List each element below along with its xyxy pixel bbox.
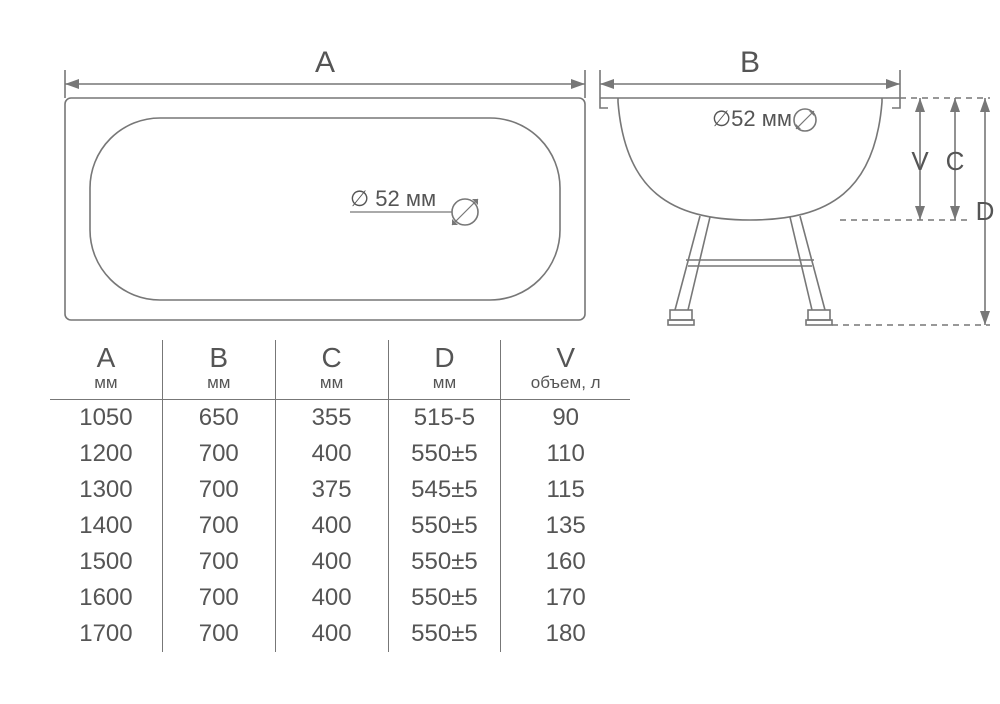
table-cell: 400 [276,436,389,472]
table-cell: 700 [163,472,276,508]
table-row: 1600700400550±5170 [50,580,630,616]
table-cell: 515-5 [389,400,502,436]
table-cell: 400 [276,580,389,616]
diameter-label-side: ∅52 мм [712,106,792,131]
table-header-row: A мм B мм C мм D мм V объем, л [50,340,630,400]
table-row: 1300700375545±5115 [50,472,630,508]
col-header: B мм [163,340,276,399]
table-cell: 700 [163,508,276,544]
side-view-diagram: B ∅52 мм V C D [580,40,1000,340]
dim-v-label: V [911,146,929,176]
col-header: D мм [389,340,502,399]
table-cell: 400 [276,616,389,652]
table-cell: 90 [501,400,630,436]
table-body: 1050650355515-5901200700400550±511013007… [50,400,630,652]
table-cell: 550±5 [389,544,502,580]
table-cell: 1050 [50,400,163,436]
table-cell: 110 [501,436,630,472]
table-cell: 545±5 [389,472,502,508]
table-cell: 1300 [50,472,163,508]
dim-c-label: C [946,146,965,176]
table-cell: 400 [276,508,389,544]
table-cell: 180 [501,616,630,652]
diameter-label-top: ∅ 52 мм [350,186,436,211]
table-cell: 160 [501,544,630,580]
table-cell: 650 [163,400,276,436]
page: A ∅ 52 мм [0,0,1000,704]
table-cell: 1200 [50,436,163,472]
top-view-diagram: A ∅ 52 мм [45,40,605,340]
table-cell: 375 [276,472,389,508]
table-row: 1700700400550±5180 [50,616,630,652]
table-cell: 135 [501,508,630,544]
table-cell: 1400 [50,508,163,544]
table-cell: 550±5 [389,436,502,472]
table-row: 1200700400550±5110 [50,436,630,472]
table-cell: 700 [163,436,276,472]
table-row: 1500700400550±5160 [50,544,630,580]
table-cell: 700 [163,580,276,616]
table-cell: 170 [501,580,630,616]
table-cell: 550±5 [389,616,502,652]
table-cell: 700 [163,616,276,652]
dim-d-label: D [976,196,995,226]
table-row: 1050650355515-590 [50,400,630,436]
table-cell: 550±5 [389,508,502,544]
table-cell: 700 [163,544,276,580]
table-cell: 115 [501,472,630,508]
table-cell: 1500 [50,544,163,580]
table-cell: 1600 [50,580,163,616]
dimensions-table: A мм B мм C мм D мм V объем, л 105065035… [50,340,630,652]
table-cell: 400 [276,544,389,580]
table-row: 1400700400550±5135 [50,508,630,544]
dim-b-label: B [740,46,760,79]
col-header: V объем, л [501,340,630,399]
col-header: A мм [50,340,163,399]
col-header: C мм [276,340,389,399]
dim-a-label: A [315,46,335,79]
table-cell: 1700 [50,616,163,652]
table-cell: 550±5 [389,580,502,616]
table-cell: 355 [276,400,389,436]
